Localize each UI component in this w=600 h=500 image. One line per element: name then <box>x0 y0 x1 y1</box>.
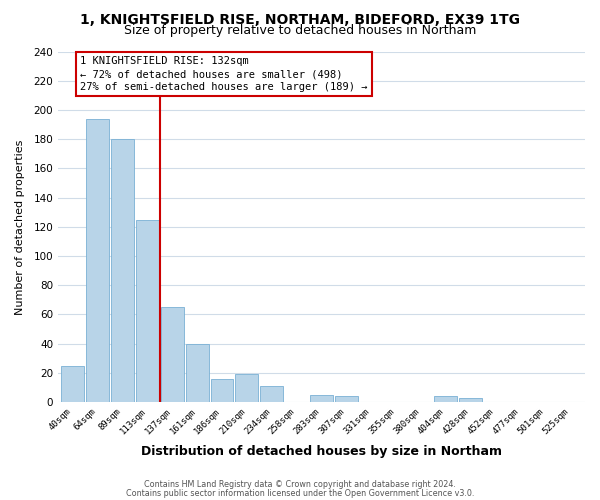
X-axis label: Distribution of detached houses by size in Northam: Distribution of detached houses by size … <box>141 444 502 458</box>
Bar <box>61 366 84 402</box>
Bar <box>459 398 482 402</box>
Text: 1 KNIGHTSFIELD RISE: 132sqm
← 72% of detached houses are smaller (498)
27% of se: 1 KNIGHTSFIELD RISE: 132sqm ← 72% of det… <box>80 56 368 92</box>
Text: 1, KNIGHTSFIELD RISE, NORTHAM, BIDEFORD, EX39 1TG: 1, KNIGHTSFIELD RISE, NORTHAM, BIDEFORD,… <box>80 12 520 26</box>
Bar <box>86 118 109 402</box>
Bar <box>235 374 259 402</box>
Bar <box>111 139 134 402</box>
Bar <box>136 220 159 402</box>
Bar <box>434 396 457 402</box>
Bar <box>260 386 283 402</box>
Y-axis label: Number of detached properties: Number of detached properties <box>15 139 25 314</box>
Text: Size of property relative to detached houses in Northam: Size of property relative to detached ho… <box>124 24 476 37</box>
Bar <box>335 396 358 402</box>
Bar <box>310 395 333 402</box>
Text: Contains HM Land Registry data © Crown copyright and database right 2024.: Contains HM Land Registry data © Crown c… <box>144 480 456 489</box>
Bar <box>161 307 184 402</box>
Text: Contains public sector information licensed under the Open Government Licence v3: Contains public sector information licen… <box>126 488 474 498</box>
Bar <box>186 344 209 402</box>
Bar <box>211 379 233 402</box>
